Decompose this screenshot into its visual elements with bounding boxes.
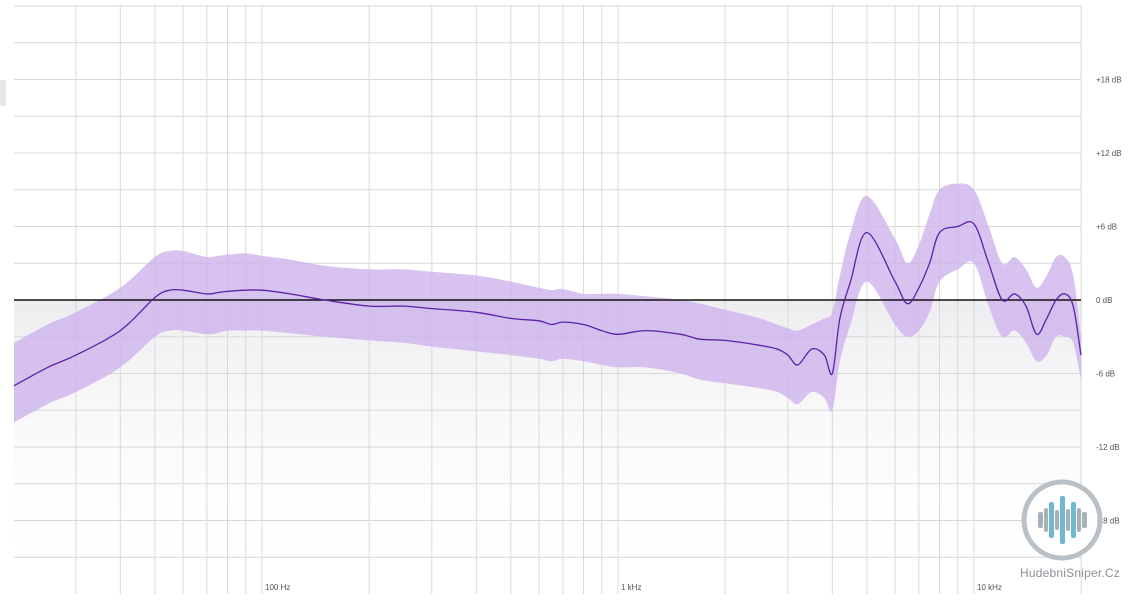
scroll-indicator — [0, 80, 6, 106]
db-tick-labels: +18 dB +12 dB +6 dB 0 dB -6 dB -12 dB -18 dB — [1096, 76, 1122, 526]
frequency-response-line — [13, 221, 1082, 387]
db-tick-label: -18 dB — [1096, 517, 1120, 526]
db-tick-label: -12 dB — [1096, 443, 1120, 452]
variance-band — [14, 183, 1081, 423]
db-tick-label: 0 dB — [1096, 296, 1112, 305]
frequency-tick-labels: 100 Hz 1 kHz 10 kHz — [265, 583, 1002, 592]
db-tick-label: +18 dB — [1096, 76, 1122, 85]
frequency-tick-label: 1 kHz — [621, 583, 641, 592]
watermark-logo: HudebniSniper.Cz — [1014, 476, 1126, 586]
waveform-bars-icon — [1021, 479, 1103, 561]
frequency-tick-label: 100 Hz — [265, 583, 290, 592]
frequency-tick-label: 10 kHz — [977, 583, 1002, 592]
db-tick-label: +6 dB — [1096, 223, 1117, 232]
db-tick-label: +12 dB — [1096, 149, 1122, 158]
watermark-logo-text: HudebniSniper.Cz — [1020, 566, 1120, 580]
db-tick-label: -6 dB — [1096, 370, 1115, 379]
